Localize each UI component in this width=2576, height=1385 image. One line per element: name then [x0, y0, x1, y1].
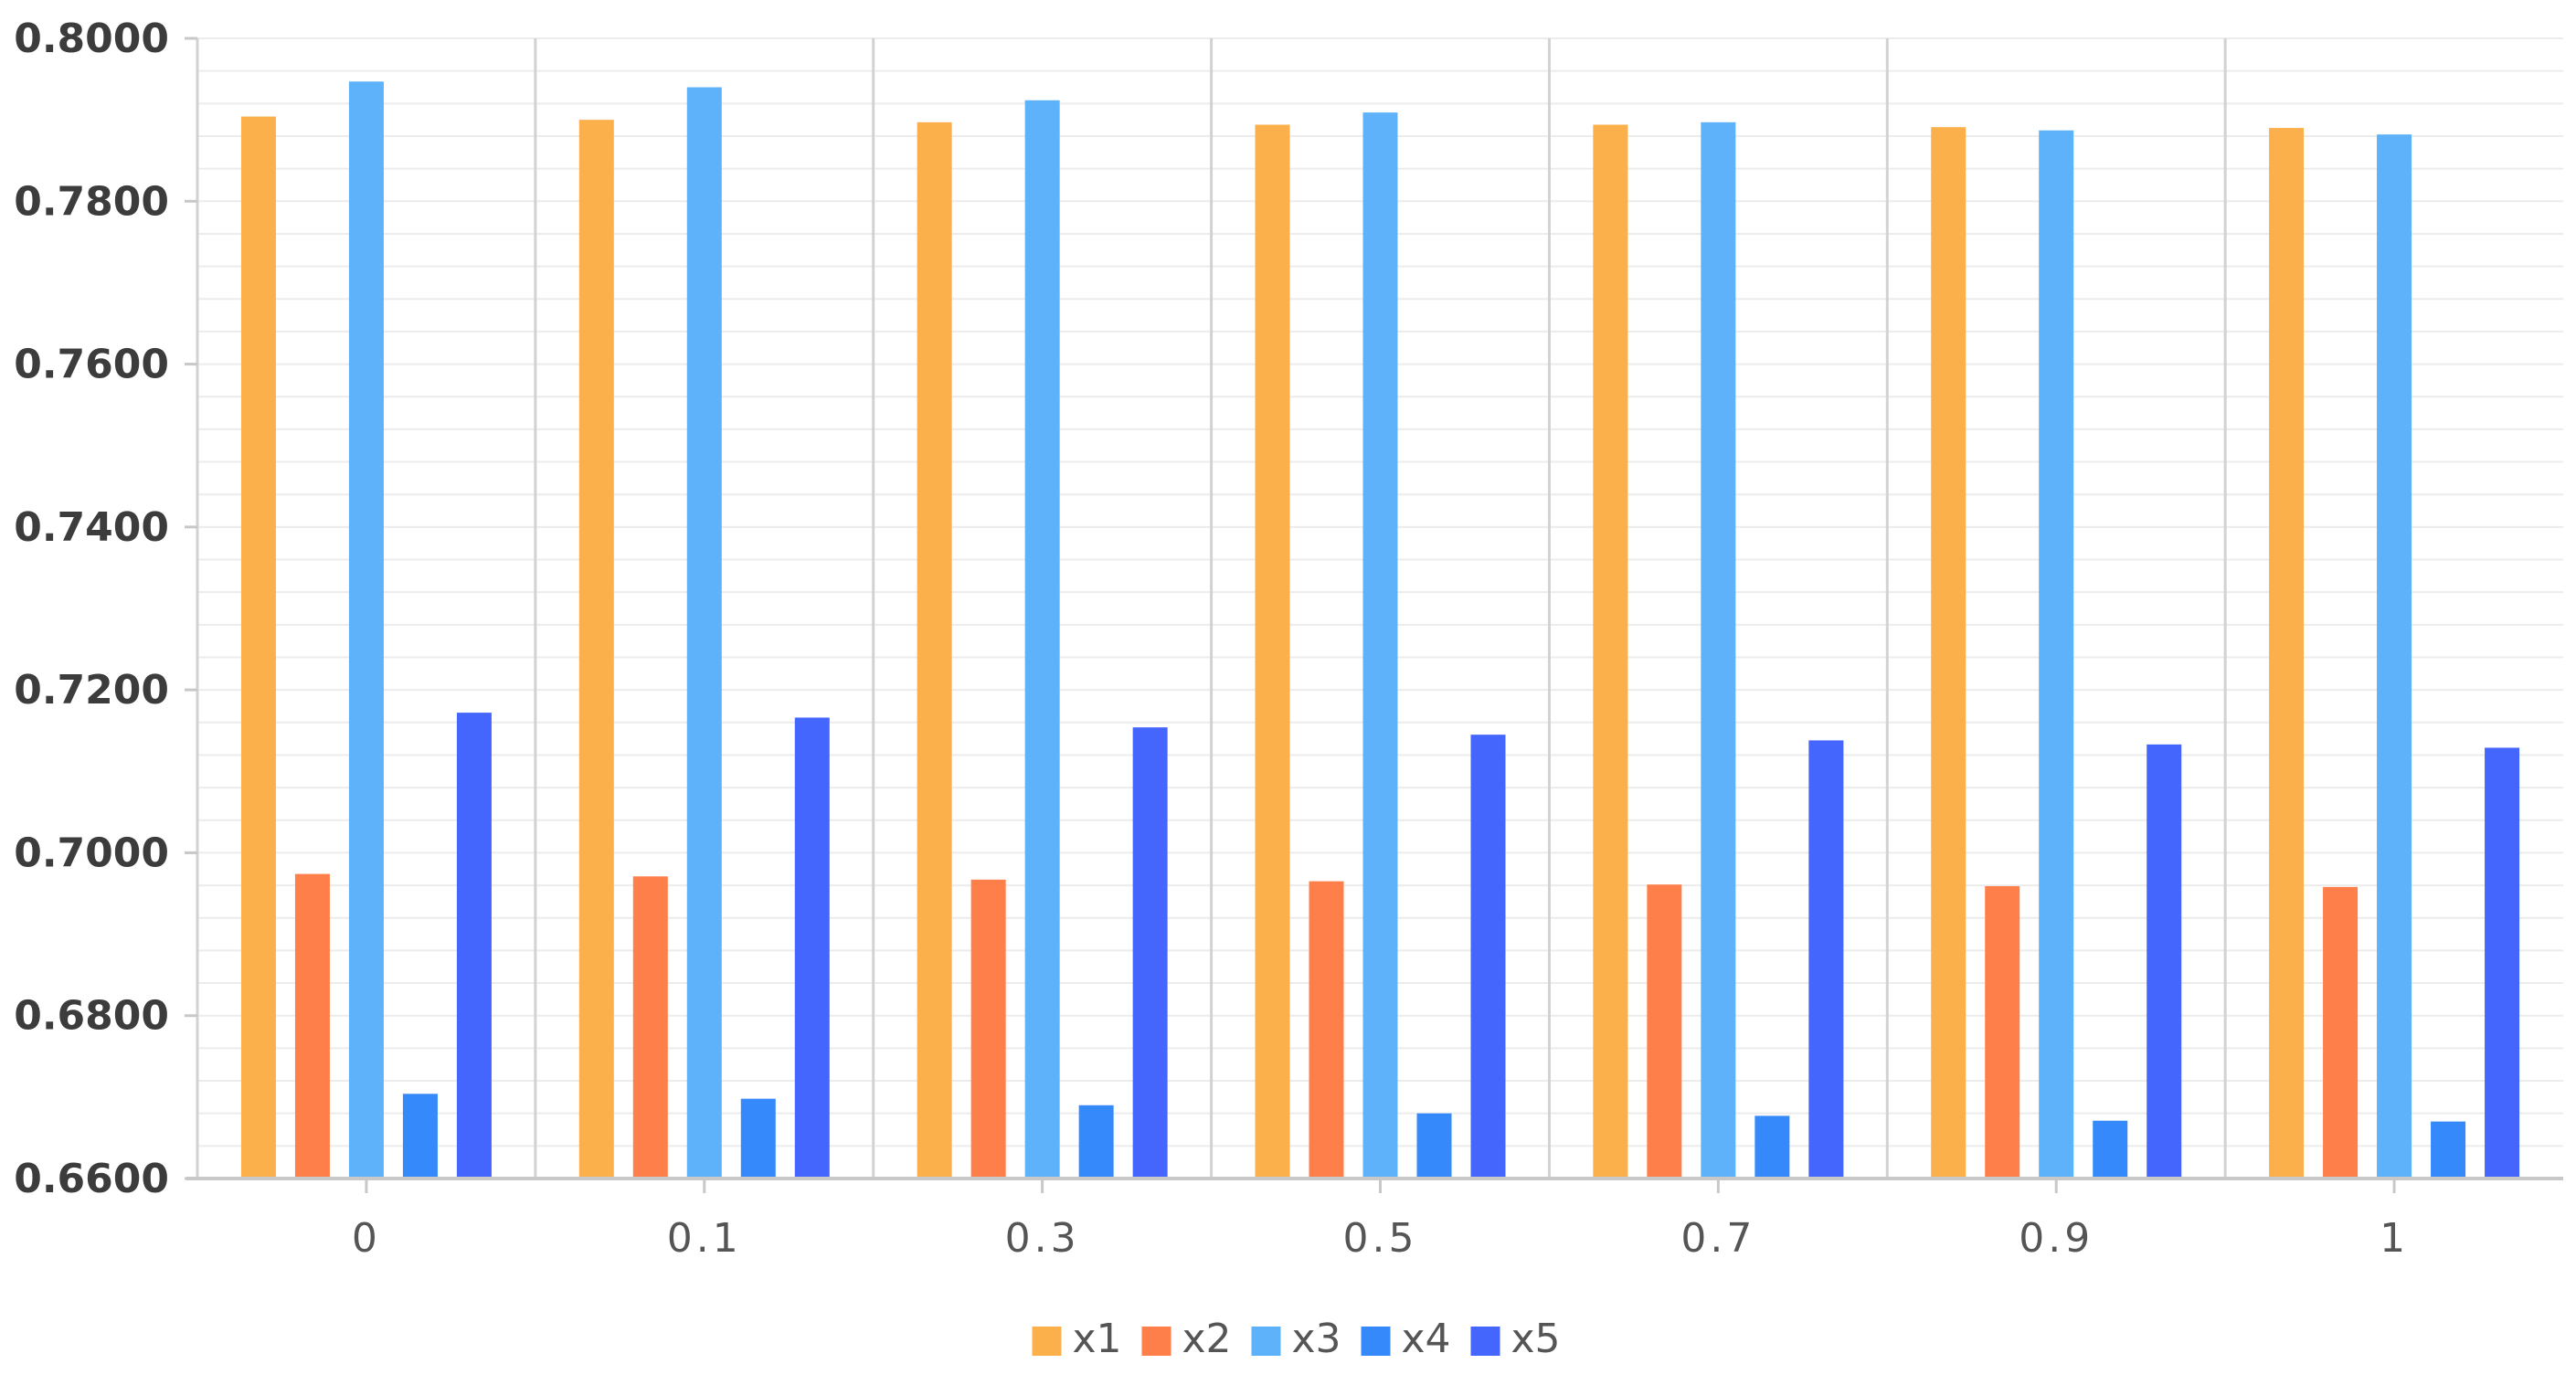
y-tick-label: 0.7600 [14, 342, 169, 388]
bar-x4-0 [402, 1094, 438, 1179]
bar-x3-0.9 [2039, 130, 2074, 1179]
x-tick-label: 0.1 [667, 1215, 742, 1262]
category-separators [534, 38, 2227, 1179]
legend-item-x1[interactable]: x1 [1032, 1316, 1122, 1362]
bar-x5-0.7 [1808, 740, 1844, 1179]
bar-x4-0.9 [2093, 1120, 2128, 1179]
bar-x1-0.5 [1255, 124, 1290, 1179]
legend-item-x5[interactable]: x5 [1470, 1316, 1561, 1362]
bar-x2-0 [294, 873, 330, 1179]
bar-x4-0.7 [1754, 1115, 1790, 1179]
bar-x1-0.9 [1931, 127, 1966, 1179]
bar-x1-1 [2269, 128, 2305, 1179]
bar-x2-1 [2323, 886, 2359, 1179]
bar-x2-0.5 [1309, 881, 1344, 1179]
y-axis-tick-labels: 0.6600 0.6800 0.7000 0.7200 0.7400 0.7600 0.78… [14, 16, 169, 1202]
bar-x3-0.7 [1701, 122, 1736, 1179]
x-tick-label: 0.9 [2019, 1215, 2094, 1262]
bar-x4-0.5 [1416, 1113, 1452, 1179]
bar-x1-0 [240, 116, 276, 1179]
y-tick-label: 0.7400 [14, 504, 169, 551]
bar-x3-0.5 [1362, 112, 1398, 1179]
bars [240, 81, 2520, 1179]
y-tick-label: 0.7800 [14, 178, 169, 225]
legend-label: x4 [1402, 1316, 1451, 1362]
legend-label: x3 [1292, 1316, 1341, 1362]
x-tick-label: 1 [2380, 1215, 2409, 1262]
bar-x2-0.3 [970, 879, 1006, 1179]
bar-x5-1 [2485, 747, 2520, 1179]
legend-swatch [1141, 1327, 1171, 1356]
bar-x2-0.7 [1647, 884, 1682, 1179]
bar-x4-1 [2431, 1121, 2466, 1179]
y-tick-label: 0.6800 [14, 993, 169, 1040]
bar-x5-0.3 [1132, 727, 1168, 1179]
bar-x2-0.1 [632, 876, 668, 1179]
legend-item-x3[interactable]: x3 [1251, 1316, 1341, 1362]
legend-item-x2[interactable]: x2 [1141, 1316, 1232, 1362]
y-tick-label: 0.7200 [14, 667, 169, 714]
legend-swatch [1470, 1327, 1500, 1356]
bar-x3-1 [2377, 134, 2412, 1179]
legend: x1 x2 x3 x4 x5 [1032, 1316, 1561, 1362]
legend-item-x4[interactable]: x4 [1361, 1316, 1451, 1362]
legend-swatch [1361, 1327, 1391, 1356]
bar-x5-0.5 [1470, 735, 1506, 1179]
bar-x3-0.3 [1024, 100, 1060, 1179]
legend-swatch [1032, 1327, 1062, 1356]
bar-x5-0.1 [794, 717, 830, 1179]
x-tick-label: 0 [352, 1215, 381, 1262]
bar-x3-0.1 [686, 87, 722, 1179]
x-tick-label: 0.3 [1005, 1215, 1080, 1262]
bar-x1-0.1 [578, 120, 614, 1179]
bar-x1-0.7 [1593, 124, 1628, 1179]
x-axis-tick-labels: 0 0.1 0.3 0.5 0.7 0.9 1 [352, 1215, 2409, 1262]
bar-x4-0.3 [1078, 1105, 1114, 1179]
x-tick-label: 0.5 [1343, 1215, 1418, 1262]
legend-swatch [1251, 1327, 1281, 1356]
y-tick-label: 0.7000 [14, 830, 169, 876]
legend-label: x2 [1182, 1316, 1232, 1362]
bar-x1-0.3 [917, 122, 952, 1179]
legend-label: x5 [1511, 1316, 1561, 1362]
y-tick-label: 0.8000 [14, 16, 169, 62]
axes [185, 37, 2563, 1193]
x-tick-label: 0.7 [1680, 1215, 1755, 1262]
bar-x3-0 [348, 81, 384, 1179]
bar-x4-0.1 [740, 1098, 776, 1179]
y-tick-label: 0.6600 [14, 1156, 169, 1202]
bar-x5-0.9 [2147, 744, 2182, 1179]
bar-x2-0.9 [1985, 885, 2020, 1179]
legend-label: x1 [1073, 1316, 1122, 1362]
bar-x5-0 [456, 713, 492, 1179]
